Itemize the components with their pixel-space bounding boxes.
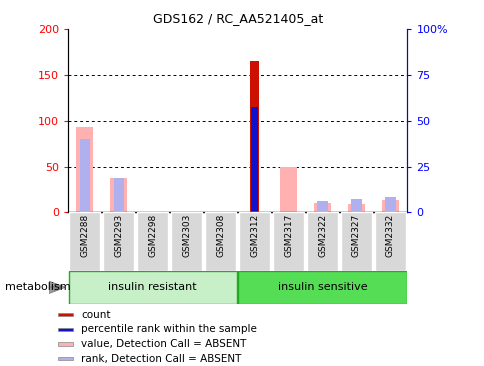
Bar — [250, 61, 258, 212]
Bar — [251, 107, 257, 212]
Bar — [76, 127, 93, 212]
Bar — [113, 178, 123, 212]
Bar — [317, 201, 327, 212]
FancyBboxPatch shape — [171, 212, 202, 271]
FancyBboxPatch shape — [137, 212, 168, 271]
Bar — [279, 167, 296, 212]
Title: GDS162 / RC_AA521405_at: GDS162 / RC_AA521405_at — [152, 12, 322, 25]
Bar — [58, 328, 73, 331]
Text: percentile rank within the sample: percentile rank within the sample — [81, 324, 257, 335]
FancyBboxPatch shape — [306, 212, 337, 271]
Text: insulin sensitive: insulin sensitive — [277, 282, 366, 292]
FancyBboxPatch shape — [239, 212, 270, 271]
FancyBboxPatch shape — [69, 212, 100, 271]
Bar — [381, 201, 398, 212]
FancyBboxPatch shape — [238, 271, 406, 304]
Text: GSM2327: GSM2327 — [351, 214, 360, 257]
Text: rank, Detection Call = ABSENT: rank, Detection Call = ABSENT — [81, 354, 241, 364]
FancyBboxPatch shape — [340, 212, 371, 271]
Text: GSM2312: GSM2312 — [250, 214, 258, 257]
Text: GSM2308: GSM2308 — [216, 214, 225, 257]
Bar — [58, 357, 73, 360]
Bar — [384, 197, 394, 212]
Bar — [313, 203, 330, 212]
Bar — [110, 178, 127, 212]
Bar — [58, 343, 73, 346]
Text: GSM2303: GSM2303 — [182, 214, 191, 257]
Bar — [347, 204, 364, 212]
Text: metabolism: metabolism — [5, 282, 70, 292]
Text: GSM2332: GSM2332 — [385, 214, 394, 257]
Text: GSM2322: GSM2322 — [318, 214, 326, 257]
Polygon shape — [48, 281, 65, 294]
Bar — [58, 313, 73, 316]
Text: GSM2298: GSM2298 — [148, 214, 157, 257]
Bar — [79, 139, 90, 212]
Text: insulin resistant: insulin resistant — [108, 282, 197, 292]
Bar — [350, 198, 361, 212]
FancyBboxPatch shape — [205, 212, 236, 271]
FancyBboxPatch shape — [68, 271, 237, 304]
FancyBboxPatch shape — [103, 212, 134, 271]
Text: count: count — [81, 310, 110, 320]
Text: value, Detection Call = ABSENT: value, Detection Call = ABSENT — [81, 339, 246, 349]
Text: GSM2288: GSM2288 — [80, 214, 89, 257]
Text: GSM2317: GSM2317 — [284, 214, 292, 257]
FancyBboxPatch shape — [272, 212, 303, 271]
Text: GSM2293: GSM2293 — [114, 214, 123, 257]
FancyBboxPatch shape — [374, 212, 405, 271]
